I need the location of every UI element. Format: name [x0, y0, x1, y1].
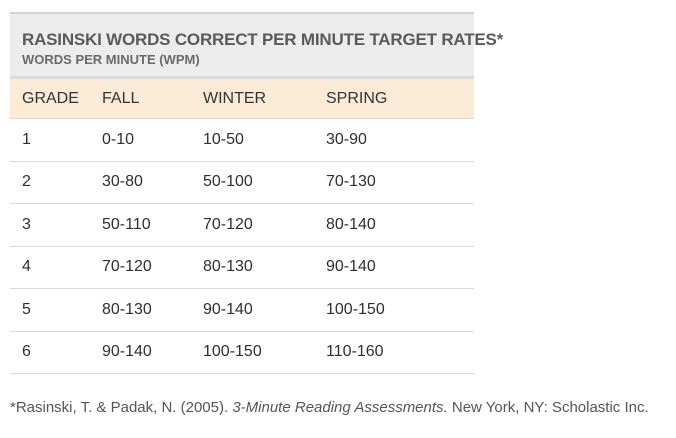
cell-winter: 50-100: [203, 173, 253, 191]
table-header-row: GRADE FALL WINTER SPRING: [10, 76, 474, 119]
cell-winter: 100-150: [203, 343, 262, 361]
cell-spring: 80-140: [326, 215, 376, 233]
table-title-block: RASINSKI WORDS CORRECT PER MINUTE TARGET…: [10, 12, 504, 76]
cell-winter: 10-50: [203, 130, 244, 148]
header-winter: WINTER: [203, 89, 267, 107]
cell-winter: 70-120: [203, 215, 253, 233]
table-row: 1 0-10 10-50 30-90: [10, 119, 474, 162]
cell-winter: 80-130: [203, 258, 253, 276]
cell-spring: 30-90: [326, 130, 367, 148]
cell-fall: 30-80: [102, 173, 143, 191]
wpm-table: RASINSKI WORDS CORRECT PER MINUTE TARGET…: [10, 12, 504, 374]
cell-grade: 2: [22, 173, 31, 191]
citation-suffix: New York, NY: Scholastic Inc.: [447, 399, 649, 416]
citation-prefix: *Rasinski, T. & Padak, N. (2005).: [10, 399, 233, 416]
table-row: 2 30-80 50-100 70-130: [10, 162, 474, 204]
cell-grade: 1: [22, 130, 31, 148]
citation-book-title: 3-Minute Reading Assessments.: [232, 399, 448, 416]
header-grade: GRADE: [22, 89, 79, 107]
table-row: 5 80-130 90-140 100-150: [10, 289, 474, 332]
cell-winter: 90-140: [203, 300, 253, 318]
cell-fall: 90-140: [102, 343, 152, 361]
table-row: 4 70-120 80-130 90-140: [10, 247, 474, 289]
table-subtitle: WORDS PER MINUTE (WPM): [22, 52, 200, 67]
table-title: RASINSKI WORDS CORRECT PER MINUTE TARGET…: [22, 30, 504, 49]
header-fall: FALL: [102, 89, 140, 107]
cell-spring: 70-130: [326, 173, 376, 191]
cell-grade: 4: [22, 258, 31, 276]
cell-fall: 50-110: [102, 215, 151, 233]
cell-spring: 100-150: [326, 300, 385, 318]
table-row: 6 90-140 100-150 110-160: [10, 332, 474, 374]
cell-fall: 70-120: [102, 258, 152, 276]
cell-fall: 0-10: [102, 130, 135, 148]
cell-grade: 5: [22, 300, 31, 318]
cell-grade: 6: [22, 343, 31, 361]
header-spring: SPRING: [326, 89, 388, 107]
cell-fall: 80-130: [102, 300, 152, 318]
table-row: 3 50-110 70-120 80-140: [10, 204, 474, 247]
citation-footnote: *Rasinski, T. & Padak, N. (2005). 3-Minu…: [10, 399, 649, 416]
cell-spring: 110-160: [326, 343, 384, 361]
cell-grade: 3: [22, 215, 31, 233]
cell-spring: 90-140: [326, 258, 376, 276]
